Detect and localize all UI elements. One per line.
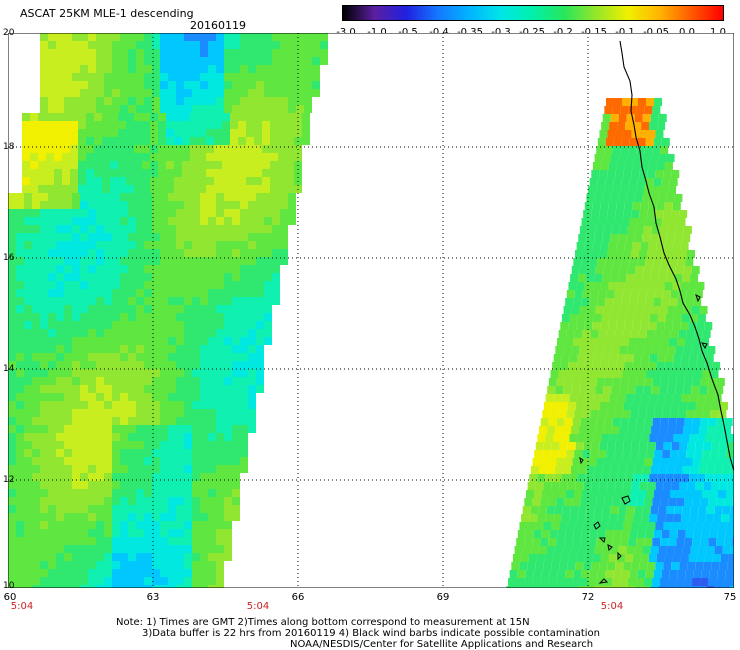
lat-label-18: 18	[3, 142, 15, 152]
lat-label-20: 20	[3, 28, 15, 38]
lat-label-14: 14	[3, 364, 15, 374]
lon-label-75: 75	[723, 592, 737, 603]
coastline	[619, 40, 734, 472]
pass-time-1: 5:04	[10, 601, 34, 612]
lon-label-66: 66	[291, 592, 305, 603]
lat-label-10: 10	[3, 581, 15, 591]
footer-note-line1: Note: 1) Times are GMT 2)Times along bot…	[116, 617, 530, 628]
lon-label-60: 60	[3, 592, 17, 603]
colorbar	[342, 5, 724, 21]
lon-label-69: 69	[436, 592, 450, 603]
pass-time-2: 5:04	[246, 601, 270, 612]
lat-label-12: 12	[3, 475, 15, 485]
map-plot[interactable]	[8, 33, 734, 588]
footer-note-line2: 3)Data buffer is 22 hrs from 20160119 4)…	[142, 628, 600, 639]
lat-label-16: 16	[3, 253, 15, 263]
lon-label-72: 72	[581, 592, 595, 603]
product-date: 20160119	[190, 19, 246, 32]
lat-lon-grid	[8, 33, 734, 588]
footer-note-line3: NOAA/NESDIS/Center for Satellite Applica…	[290, 639, 594, 650]
product-title: ASCAT 25KM MLE-1 descending	[20, 7, 194, 20]
pass-time-3: 5:04	[600, 601, 624, 612]
lon-label-63: 63	[146, 592, 160, 603]
scatterometer-swaths	[8, 33, 734, 588]
coastline-islands	[579, 294, 708, 584]
